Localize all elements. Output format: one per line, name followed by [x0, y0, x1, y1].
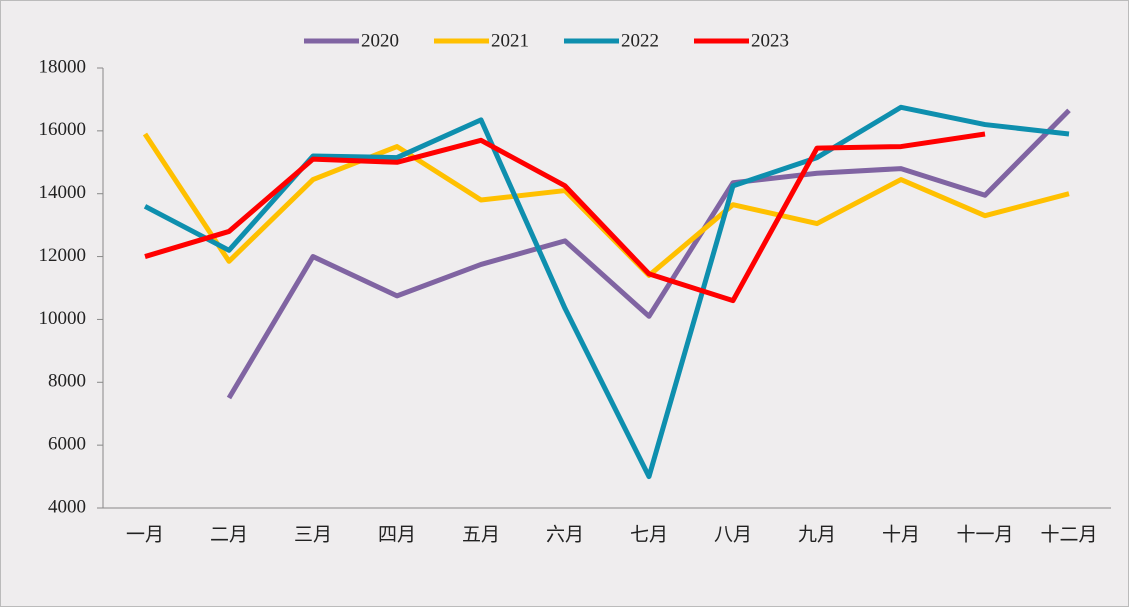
- x-tick-label: 十月: [882, 523, 920, 545]
- y-tick-label: 10000: [39, 308, 87, 329]
- y-tick-label: 12000: [39, 245, 87, 266]
- x-tick-label: 七月: [630, 523, 668, 545]
- y-tick-label: 14000: [39, 182, 87, 203]
- x-tick-label: 八月: [714, 524, 752, 545]
- series-line: [226, 108, 1071, 400]
- y-tick-label: 6000: [48, 434, 86, 455]
- x-tick-label: 二月: [210, 524, 248, 545]
- x-tick-label: 四月: [378, 524, 416, 545]
- legend-label: 2022: [621, 30, 659, 51]
- x-tick-label: 一月: [126, 524, 164, 545]
- x-tick-label: 十二月: [1040, 523, 1097, 545]
- x-tick-label: 三月: [294, 524, 332, 545]
- legend-label: 2020: [361, 30, 399, 51]
- legend-label: 2021: [491, 30, 529, 51]
- y-tick-label: 18000: [39, 56, 87, 77]
- x-tick-label: 五月: [462, 524, 500, 545]
- y-tick-label: 16000: [39, 119, 87, 140]
- x-tick-label: 九月: [798, 523, 836, 545]
- y-tick-label: 8000: [48, 371, 86, 392]
- x-tick-label: 十一月: [956, 523, 1013, 545]
- legend-label: 2023: [751, 30, 789, 51]
- x-tick-label: 六月: [546, 523, 584, 545]
- y-tick-label: 4000: [48, 496, 86, 517]
- series-line: [144, 131, 986, 304]
